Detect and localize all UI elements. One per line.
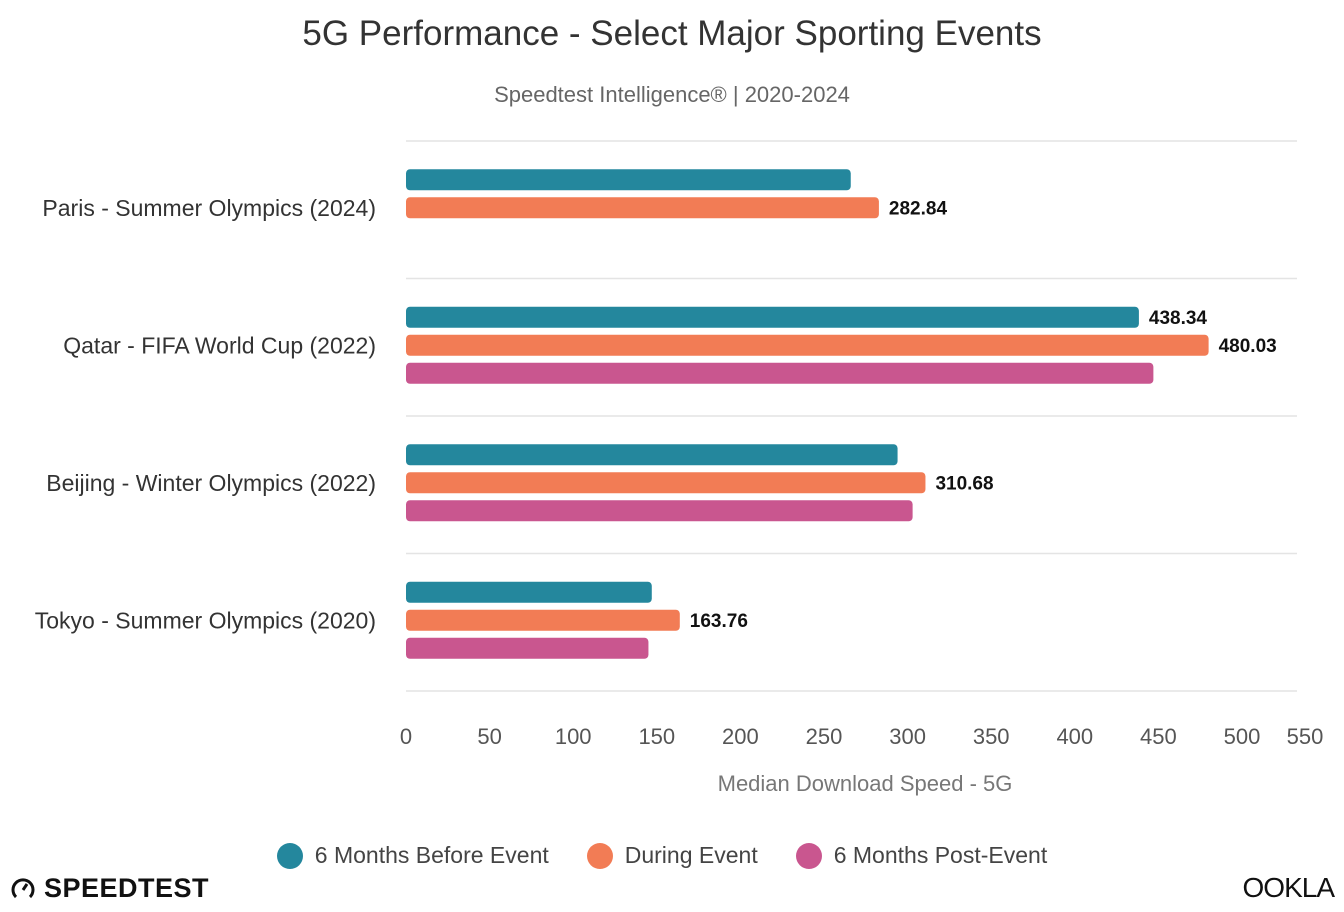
bar-1 [406, 334, 1209, 356]
x-tick-label: 500 [1224, 724, 1261, 749]
x-tick-label: 550 [1287, 724, 1324, 749]
speedometer-icon [11, 877, 35, 898]
bar-2 [406, 500, 913, 522]
bar-0 [406, 581, 652, 603]
chart-title: 5G Performance - Select Major Sporting E… [302, 14, 1042, 53]
category-label: Paris - Summer Olympics (2024) [42, 195, 376, 221]
speedtest-logo: SPEEDTEST [10, 873, 209, 904]
x-tick-label: 150 [638, 724, 675, 749]
legend: 6 Months Before Event During Event 6 Mon… [0, 842, 1344, 869]
data-label: 438.34 [1149, 308, 1208, 329]
data-label: 282.84 [889, 198, 948, 219]
x-tick-label: 400 [1056, 724, 1093, 749]
x-tick-label: 350 [973, 724, 1010, 749]
bar-2 [406, 637, 649, 659]
bar-1 [406, 472, 926, 494]
legend-swatch [276, 842, 303, 869]
legend-item-before[interactable]: 6 Months Before Event [276, 842, 549, 869]
x-tick-label: 250 [806, 724, 843, 749]
ookla-logo: OOKLA [1242, 872, 1335, 903]
bar-2 [406, 362, 1154, 384]
legend-item-post[interactable]: 6 Months Post-Event [795, 842, 1048, 869]
data-label: 480.03 [1219, 336, 1277, 357]
chart-subtitle: Speedtest Intelligence® | 2020-2024 [494, 82, 850, 107]
legend-swatch [795, 842, 822, 869]
legend-label: 6 Months Before Event [314, 842, 549, 868]
bar-chart: 0 50 100 150 200 250 300 350 400 450 500 550 Median … [35, 140, 1324, 796]
category-label: Beijing - Winter Olympics (2022) [46, 470, 376, 496]
bar-0 [406, 306, 1139, 328]
category-label: Tokyo - Summer Olympics (2020) [35, 607, 376, 633]
bar-1 [406, 197, 879, 219]
data-label: 163.76 [690, 611, 748, 632]
category-label: Qatar - FIFA World Cup (2022) [63, 332, 376, 358]
bar-0 [406, 444, 898, 466]
bar-0 [406, 169, 851, 191]
x-tick-label: 50 [477, 724, 501, 749]
legend-label: 6 Months Post-Event [833, 842, 1048, 868]
x-tick-label: 100 [555, 724, 592, 749]
data-label: 310.68 [935, 473, 993, 494]
x-tick-label: 0 [400, 724, 412, 749]
legend-label: During Event [624, 842, 758, 868]
x-tick-label: 300 [889, 724, 926, 749]
speedtest-wordmark: SPEEDTEST [44, 873, 210, 903]
x-tick-label: 450 [1140, 724, 1177, 749]
legend-item-during[interactable]: During Event [586, 842, 758, 869]
bar-1 [406, 609, 680, 631]
x-tick-label: 200 [722, 724, 759, 749]
x-axis-label: Median Download Speed - 5G [718, 771, 1013, 796]
legend-swatch [586, 842, 613, 869]
